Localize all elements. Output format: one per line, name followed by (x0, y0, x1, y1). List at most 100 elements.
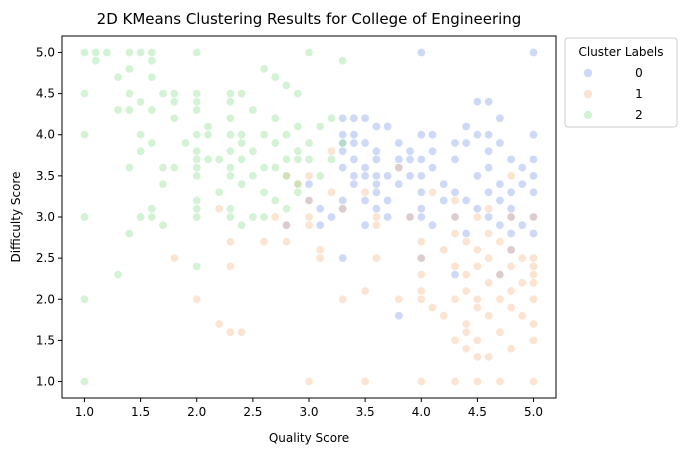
cluster-0-point (416, 154, 426, 164)
cluster-0-point (371, 122, 381, 132)
cluster-1-point (495, 270, 505, 280)
y-tick-label: 1.0 (36, 375, 55, 389)
cluster-1-point (315, 253, 325, 263)
cluster-2-point (91, 47, 101, 57)
cluster-1-point (360, 286, 370, 296)
cluster-0-point (338, 113, 348, 123)
cluster-2-point (270, 72, 280, 82)
cluster-1-point (528, 294, 538, 304)
y-tick-label: 4.5 (36, 87, 55, 101)
cluster-1-point (450, 376, 460, 386)
cluster-2-point (158, 163, 168, 173)
cluster-0-point (349, 130, 359, 140)
cluster-1-point (450, 335, 460, 345)
cluster-1-point (281, 237, 291, 247)
cluster-1-point (315, 245, 325, 255)
cluster-2-point (124, 47, 134, 57)
cluster-0-point (416, 204, 426, 214)
cluster-2-point (203, 154, 213, 164)
cluster-1-point (326, 187, 336, 197)
cluster-0-point (349, 154, 359, 164)
cluster-0-point (338, 196, 348, 206)
cluster-2-point (169, 113, 179, 123)
cluster-0-point (304, 179, 314, 189)
y-tick-label: 5.0 (36, 45, 55, 59)
cluster-1-point (484, 278, 494, 288)
cluster-2-point (225, 130, 235, 140)
cluster-2-point (192, 212, 202, 222)
cluster-0-point (371, 146, 381, 156)
cluster-1-point (472, 245, 482, 255)
x-tick-label: 1.5 (131, 405, 150, 419)
cluster-2-point (80, 130, 90, 140)
cluster-2-point (124, 105, 134, 115)
cluster-2-point (147, 204, 157, 214)
cluster-2-point (326, 113, 336, 123)
cluster-1-point (450, 261, 460, 271)
cluster-0-point (484, 146, 494, 156)
cluster-0-point (360, 196, 370, 206)
cluster-0-point (472, 171, 482, 181)
cluster-1-point (225, 237, 235, 247)
cluster-1-point (338, 294, 348, 304)
cluster-2-point (124, 64, 134, 74)
cluster-1-point (304, 171, 314, 181)
cluster-2-point (192, 47, 202, 57)
cluster-2-point (158, 220, 168, 230)
cluster-2-point (281, 154, 291, 164)
cluster-1-point (472, 261, 482, 271)
cluster-1-point (360, 187, 370, 197)
cluster-2-point (147, 47, 157, 57)
cluster-1-point (427, 187, 437, 197)
cluster-1-point (270, 212, 280, 222)
cluster-1-point (528, 261, 538, 271)
cluster-0-point (427, 220, 437, 230)
cluster-0-point (383, 196, 393, 206)
cluster-0-point (338, 253, 348, 263)
x-tick-label: 3.5 (356, 405, 375, 419)
cluster-0-point (371, 187, 381, 197)
cluster-2-point (237, 220, 247, 230)
x-axis-label: Quality Score (269, 431, 349, 445)
cluster-1-point (416, 294, 426, 304)
cluster-2-point (225, 97, 235, 107)
cluster-1-point (461, 270, 471, 280)
cluster-2-point (248, 146, 258, 156)
legend-title: Cluster Labels (578, 45, 663, 59)
cluster-2-point (338, 56, 348, 66)
cluster-0-point (360, 138, 370, 148)
cluster-2-point (225, 89, 235, 99)
cluster-2-point (315, 171, 325, 181)
cluster-0-point (394, 311, 404, 321)
cluster-1-point (506, 171, 516, 181)
cluster-2-point (248, 212, 258, 222)
legend-marker-1 (583, 89, 593, 99)
cluster-2-point (237, 179, 247, 189)
cluster-2-point (80, 47, 90, 57)
cluster-1-point (416, 237, 426, 247)
cluster-2-point (80, 294, 90, 304)
cluster-0-point (371, 204, 381, 214)
cluster-0-point (326, 212, 336, 222)
cluster-1-point (495, 237, 505, 247)
cluster-2-point (158, 179, 168, 189)
cluster-1-point (439, 311, 449, 321)
cluster-0-point (360, 220, 370, 230)
cluster-1-point (360, 376, 370, 386)
cluster-1-point (450, 229, 460, 239)
x-axis-ticks: 1.0 1.5 2.0 2.5 3.0 3.5 4.0 4.5 5.0 (75, 398, 543, 419)
cluster-0-point (371, 154, 381, 164)
cluster-1-point (506, 212, 516, 222)
cluster-2-point (80, 212, 90, 222)
x-tick-label: 2.0 (187, 405, 206, 419)
cluster-2-point (315, 122, 325, 132)
cluster-1-point (281, 220, 291, 230)
cluster-2-point (124, 89, 134, 99)
cluster-2-point (102, 47, 112, 57)
cluster-0-point (360, 113, 370, 123)
cluster-2-point (192, 154, 202, 164)
y-tick-label: 1.5 (36, 333, 55, 347)
cluster-1-point (304, 376, 314, 386)
y-tick-label: 3.5 (36, 169, 55, 183)
cluster-1-point (506, 245, 516, 255)
